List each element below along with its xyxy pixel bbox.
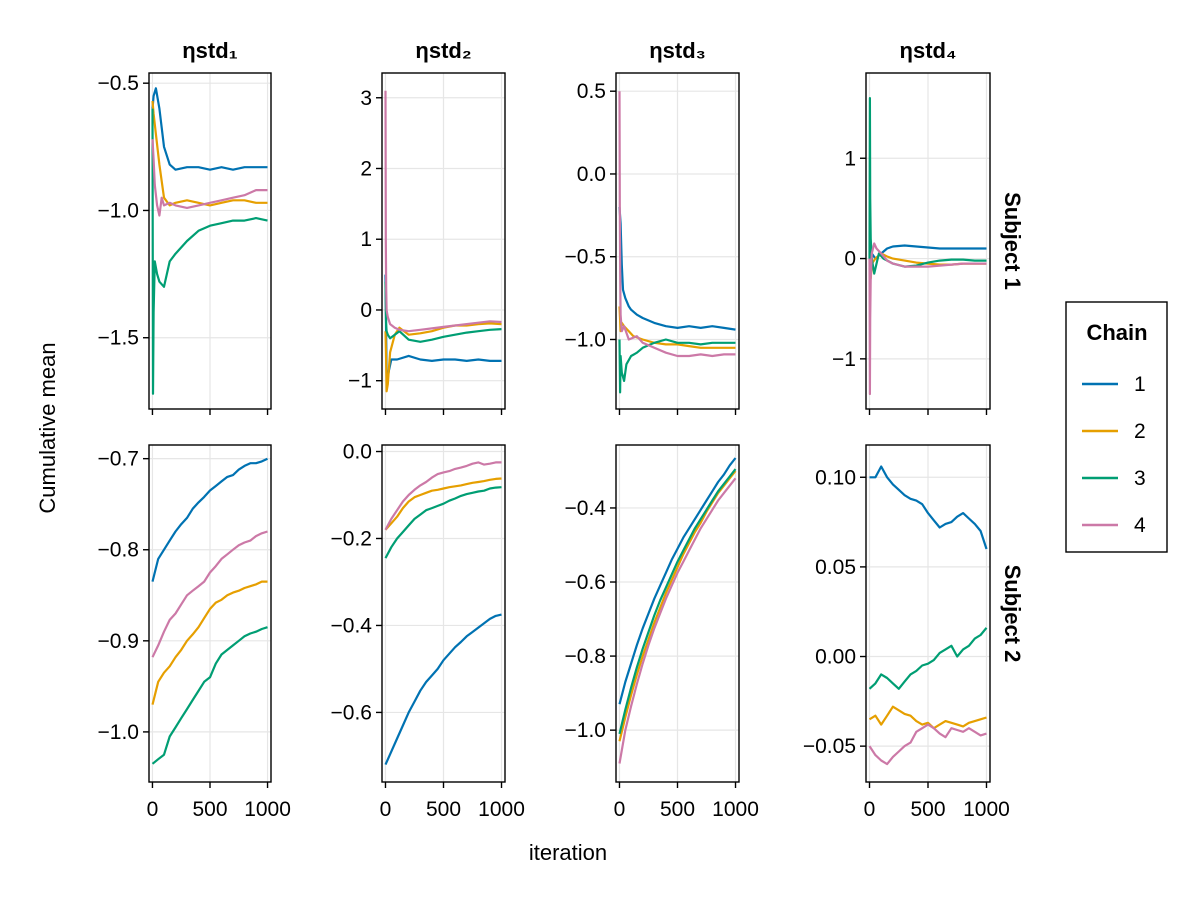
y-tick-label: −0.4 xyxy=(565,497,607,520)
y-tick-label: −0.4 xyxy=(331,614,373,637)
y-tick-label: 0.05 xyxy=(815,556,856,579)
panel-r1-c1: −1.5 −1.0 −0.5 xyxy=(98,72,272,415)
series-line-chain-3 xyxy=(868,627,988,690)
panel-r1-c3: −1.0 −0.5 0.0 0.5 xyxy=(565,72,740,415)
x-tick-label: 500 xyxy=(910,798,945,821)
series-line-chain-1 xyxy=(151,87,268,171)
series-line-chain-4 xyxy=(384,90,502,333)
series-line-chain-3 xyxy=(151,626,268,765)
y-axis-label: Cumulative mean xyxy=(35,342,60,513)
panels-layer: −1.5 −1.0 −0.5 −1 0 1 2 3 −1.0 −0.5 0.0 0.5 −1 0 1 −1.0… xyxy=(98,72,1010,821)
y-tick-label: 1 xyxy=(844,147,856,170)
y-tick-label: 0.10 xyxy=(815,466,856,489)
y-tick-label: −0.7 xyxy=(98,448,139,471)
legend-label-chain-4: 4 xyxy=(1134,514,1146,537)
y-tick-label: 1 xyxy=(360,228,372,251)
y-tick-label: −1.0 xyxy=(565,719,606,742)
series-line-chain-4 xyxy=(618,91,736,358)
series-line-chain-3 xyxy=(151,108,268,395)
x-tick-label: 1000 xyxy=(478,798,525,821)
row-title-subject-2: Subject 2 xyxy=(1000,565,1025,663)
row-title-subject-1: Subject 1 xyxy=(1000,192,1025,290)
series-line-chain-3 xyxy=(384,281,502,343)
y-tick-label: −0.6 xyxy=(331,701,372,724)
y-tick-label: −1 xyxy=(348,370,372,393)
panel-r1-c4: −1 0 1 xyxy=(832,72,991,415)
legend-entries: 1 2 3 4 xyxy=(1082,373,1146,537)
y-tick-label: 3 xyxy=(360,87,372,110)
x-tick-label: 1000 xyxy=(963,798,1010,821)
column-title-1: ηstd₁ xyxy=(182,38,238,63)
x-tick-label: 0 xyxy=(147,798,159,821)
y-tick-label: −0.8 xyxy=(98,539,139,562)
series-line-chain-4 xyxy=(618,477,737,764)
y-tick-label: −0.05 xyxy=(803,735,856,758)
legend-label-chain-3: 3 xyxy=(1134,467,1146,490)
y-tick-label: 0.0 xyxy=(577,163,606,186)
panel-r2-c3: −1.0 −0.8 −0.6 −0.4 0 500 1000 xyxy=(565,444,759,821)
y-tick-label: 0.0 xyxy=(343,441,372,464)
series-line-chain-4 xyxy=(868,242,987,396)
series-line-chain-1 xyxy=(868,244,987,265)
y-tick-label: 0 xyxy=(844,248,856,271)
x-tick-label: 500 xyxy=(660,798,695,821)
panel-r2-c1: −1.0 −0.9 −0.8 −0.7 0 500 1000 xyxy=(98,444,291,821)
y-tick-label: 2 xyxy=(360,157,372,180)
legend-frame xyxy=(1065,301,1168,553)
legend-label-chain-1: 1 xyxy=(1134,373,1146,396)
x-tick-label: 1000 xyxy=(712,798,759,821)
y-tick-label: −1 xyxy=(832,348,856,371)
series-line-chain-3 xyxy=(384,486,502,559)
column-title-2: ηstd₂ xyxy=(415,38,471,63)
series-line-chain-4 xyxy=(868,723,987,766)
legend-title: Chain xyxy=(1086,320,1147,345)
column-title-3: ηstd₃ xyxy=(649,38,706,63)
y-tick-label: −0.2 xyxy=(331,527,372,550)
x-tick-label: 1000 xyxy=(244,798,291,821)
legend-label-chain-2: 2 xyxy=(1134,420,1146,443)
series-line-chain-4 xyxy=(384,461,502,531)
series-line-chain-1 xyxy=(618,457,737,705)
y-tick-label: −0.5 xyxy=(98,72,139,95)
y-tick-label: −0.5 xyxy=(565,246,606,269)
x-tick-label: 0 xyxy=(614,798,626,821)
y-tick-label: −1.0 xyxy=(98,199,139,222)
y-tick-label: 0 xyxy=(360,299,372,322)
series-line-chain-3 xyxy=(618,468,737,735)
panel-r1-c2: −1 0 1 2 3 xyxy=(348,72,506,415)
y-tick-label: −0.9 xyxy=(98,630,139,653)
series-line-chain-1 xyxy=(151,457,268,582)
x-tick-label: 0 xyxy=(380,798,392,821)
series-line-chain-1 xyxy=(869,465,988,550)
legend: Chain 1 2 3 4 xyxy=(1065,301,1168,553)
series-line-chain-1 xyxy=(618,207,736,331)
column-title-4: ηstd₄ xyxy=(900,38,957,63)
x-axis-label: iteration xyxy=(529,840,607,865)
y-tick-label: 0.5 xyxy=(577,80,606,103)
y-tick-label: −1.5 xyxy=(98,327,139,350)
series-line-chain-2 xyxy=(384,322,502,393)
series-line-chain-2 xyxy=(384,477,502,531)
series-line-chain-2 xyxy=(868,705,987,730)
x-tick-label: 500 xyxy=(426,798,461,821)
panel-r2-c2: −0.6 −0.4 −0.2 0.0 0 500 1000 xyxy=(331,441,525,821)
series-line-chain-3 xyxy=(618,338,736,394)
panel-r2-c4: −0.05 0.00 0.05 0.10 0 500 1000 xyxy=(803,444,1010,821)
y-tick-label: −0.6 xyxy=(565,571,606,594)
y-tick-label: −0.8 xyxy=(565,645,606,668)
series-line-chain-2 xyxy=(151,580,268,705)
y-tick-label: −1.0 xyxy=(565,328,606,351)
x-tick-label: 500 xyxy=(192,798,227,821)
series-line-chain-2 xyxy=(151,100,268,207)
series-line-chain-4 xyxy=(151,139,268,217)
y-tick-label: −1.0 xyxy=(98,721,139,744)
y-tick-label: 0.00 xyxy=(815,646,856,669)
series-line-chain-4 xyxy=(151,530,268,658)
series-line-chain-1 xyxy=(384,613,502,766)
x-tick-label: 0 xyxy=(864,798,876,821)
